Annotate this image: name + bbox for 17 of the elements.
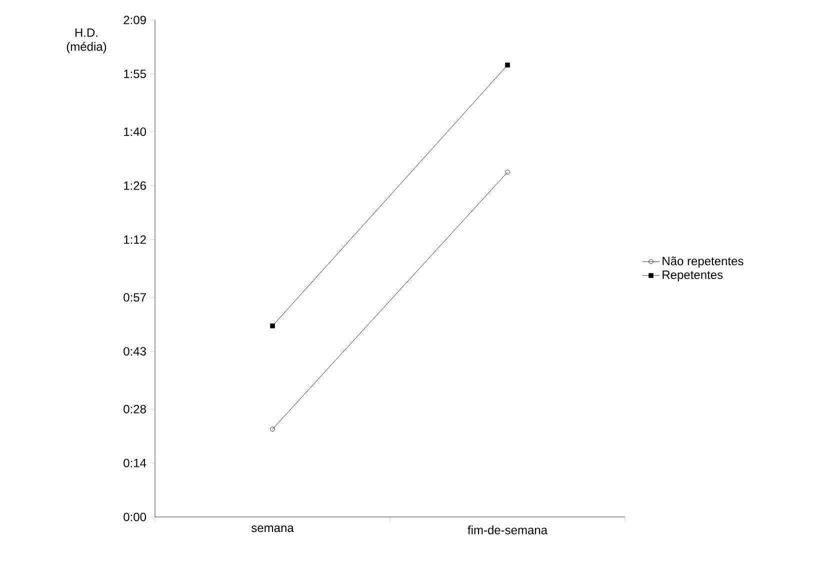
y-tick-label: 0:14 bbox=[124, 458, 146, 468]
x-tick-label: semana bbox=[251, 526, 294, 532]
y-tick-label: 0:43 bbox=[124, 347, 146, 356]
y-tick-label: 0:00 bbox=[124, 512, 146, 522]
y-tick-label: 0:28 bbox=[124, 404, 146, 414]
y-axis-title: H.D. (média) bbox=[66, 28, 106, 54]
y-tick-label: 1:12 bbox=[124, 235, 146, 244]
y-tick-label: 1:40 bbox=[124, 127, 146, 136]
y-tick-label: 1:55 bbox=[124, 70, 146, 78]
point bbox=[505, 62, 510, 68]
legend-label: Não repetentes bbox=[662, 256, 744, 268]
y-tick-label: 1:26 bbox=[124, 181, 146, 190]
y-tick-label: 0:57 bbox=[124, 293, 146, 302]
legend-label: Repetentes bbox=[662, 270, 723, 282]
point bbox=[270, 324, 275, 328]
x-tick-label: fim-de-semana bbox=[468, 525, 548, 534]
y-tick-label: 2:09 bbox=[124, 16, 146, 24]
